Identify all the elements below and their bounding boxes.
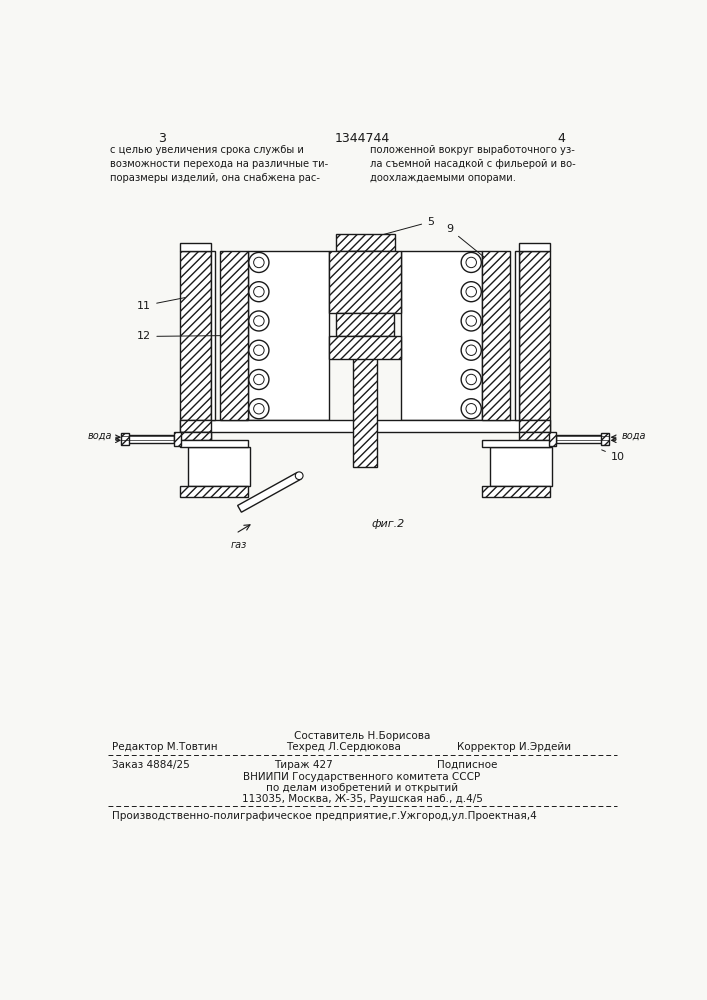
Text: фиг.2: фиг.2	[372, 519, 405, 529]
Circle shape	[254, 316, 264, 326]
Circle shape	[249, 369, 269, 389]
Bar	[482, 251, 510, 420]
Text: Производственно-полиграфическое предприятие,г.Ужгород,ул.Проектная,4: Производственно-полиграфическое предприя…	[112, 811, 537, 821]
Text: Техред Л.Сердюкова: Техред Л.Сердюкова	[286, 742, 401, 752]
Text: Подписное: Подписное	[437, 760, 498, 770]
Text: 12: 12	[137, 331, 221, 341]
Bar	[482, 440, 550, 447]
Circle shape	[296, 472, 303, 480]
Bar	[482, 486, 550, 497]
Circle shape	[461, 282, 481, 302]
Circle shape	[254, 345, 264, 355]
Bar	[336, 234, 395, 251]
Circle shape	[466, 374, 477, 385]
Bar	[519, 432, 550, 440]
Circle shape	[466, 345, 477, 355]
Bar	[180, 420, 550, 432]
Bar	[519, 243, 550, 251]
Bar	[180, 486, 248, 497]
Bar	[329, 251, 402, 312]
Bar	[180, 432, 211, 440]
Text: 4: 4	[557, 132, 565, 145]
Circle shape	[249, 252, 269, 272]
Circle shape	[466, 316, 477, 326]
Text: Редактор М.Товтин: Редактор М.Товтин	[112, 742, 217, 752]
Circle shape	[254, 257, 264, 268]
Circle shape	[249, 340, 269, 360]
Text: положенной вокруг выработочного уз-
ла съемной насадкой с фильерой и во-
доохлаж: положенной вокруг выработочного уз- ла с…	[370, 145, 575, 183]
Text: Тираж 427: Тираж 427	[274, 760, 333, 770]
Bar	[248, 251, 329, 420]
Text: по делам изобретений и открытий: по делам изобретений и открытий	[266, 783, 458, 793]
Bar	[180, 420, 211, 432]
Text: Составитель Н.Борисова: Составитель Н.Борисова	[294, 731, 430, 741]
Circle shape	[249, 282, 269, 302]
Bar	[187, 447, 250, 486]
Text: 3: 3	[158, 132, 166, 145]
Circle shape	[249, 311, 269, 331]
Text: с целью увеличения срока службы и
возможности перехода на различные ти-
поразмер: с целью увеличения срока службы и возмож…	[110, 145, 328, 183]
Text: вода: вода	[621, 430, 646, 440]
Text: газ: газ	[230, 540, 247, 550]
Bar	[174, 432, 182, 446]
Text: ВНИИПИ Государственного комитета СССР: ВНИИПИ Государственного комитета СССР	[243, 772, 481, 782]
Bar	[337, 312, 394, 336]
Bar	[180, 432, 211, 440]
Bar	[220, 251, 248, 420]
Text: Корректор И.Эрдейи: Корректор И.Эрдейи	[457, 742, 571, 752]
Bar	[121, 433, 129, 445]
Circle shape	[254, 374, 264, 385]
Text: 113035, Москва, Ж-35, Раушская наб., д.4/5: 113035, Москва, Ж-35, Раушская наб., д.4…	[242, 794, 482, 804]
Bar	[127, 435, 174, 443]
Bar	[519, 251, 550, 420]
Circle shape	[254, 287, 264, 297]
Circle shape	[461, 252, 481, 272]
Text: 11: 11	[137, 298, 185, 311]
Circle shape	[461, 399, 481, 419]
Bar	[180, 251, 211, 420]
Bar	[354, 336, 377, 466]
Bar	[602, 433, 609, 445]
Circle shape	[466, 404, 477, 414]
Bar	[180, 243, 211, 251]
Text: 1344744: 1344744	[334, 132, 390, 145]
Bar	[490, 447, 552, 486]
Text: 10: 10	[602, 450, 625, 462]
Text: вода: вода	[87, 430, 112, 440]
Bar	[519, 420, 550, 432]
Bar	[402, 251, 482, 420]
Circle shape	[249, 399, 269, 419]
Bar	[515, 251, 519, 420]
Bar	[329, 336, 402, 359]
Bar	[180, 440, 248, 447]
Text: 9: 9	[446, 224, 484, 257]
Bar	[211, 251, 216, 420]
Circle shape	[461, 311, 481, 331]
Text: 5: 5	[374, 217, 434, 237]
Text: Заказ 4884/25: Заказ 4884/25	[112, 760, 189, 770]
Circle shape	[466, 287, 477, 297]
Bar	[549, 432, 556, 446]
Circle shape	[466, 257, 477, 268]
Polygon shape	[238, 472, 301, 512]
Circle shape	[461, 369, 481, 389]
Bar	[556, 435, 603, 443]
Circle shape	[254, 404, 264, 414]
Circle shape	[461, 340, 481, 360]
